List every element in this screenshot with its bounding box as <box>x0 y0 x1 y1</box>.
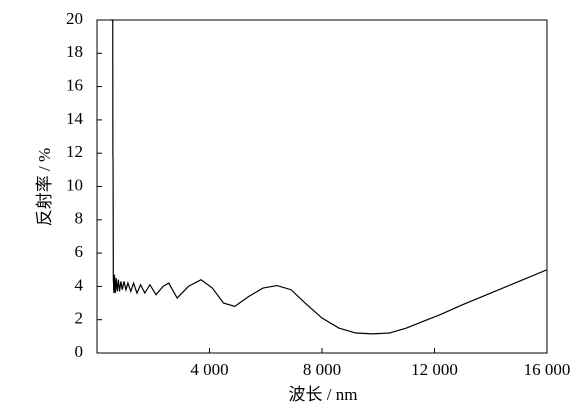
y-tick-label: 18 <box>66 42 83 61</box>
y-tick-label: 6 <box>75 242 84 261</box>
y-tick-label: 16 <box>66 76 83 95</box>
x-tick-label: 4 000 <box>190 360 228 379</box>
y-tick-label: 12 <box>66 142 83 161</box>
x-tick-label: 16 000 <box>524 360 571 379</box>
y-tick-label: 10 <box>66 175 83 194</box>
x-tick-label: 8 000 <box>303 360 341 379</box>
x-tick-label: 12 000 <box>411 360 458 379</box>
y-tick-label: 20 <box>66 9 83 28</box>
y-tick-label: 2 <box>75 309 84 328</box>
y-tick-label: 8 <box>75 209 84 228</box>
y-tick-label: 4 <box>75 275 84 294</box>
plot-frame <box>96 19 548 354</box>
y-tick-label: 14 <box>66 109 84 128</box>
data-line <box>111 19 548 335</box>
y-axis-label: 反射率 / % <box>35 148 54 226</box>
x-axis-label: 波长 / nm <box>289 385 358 404</box>
y-tick-label: 0 <box>75 342 84 361</box>
